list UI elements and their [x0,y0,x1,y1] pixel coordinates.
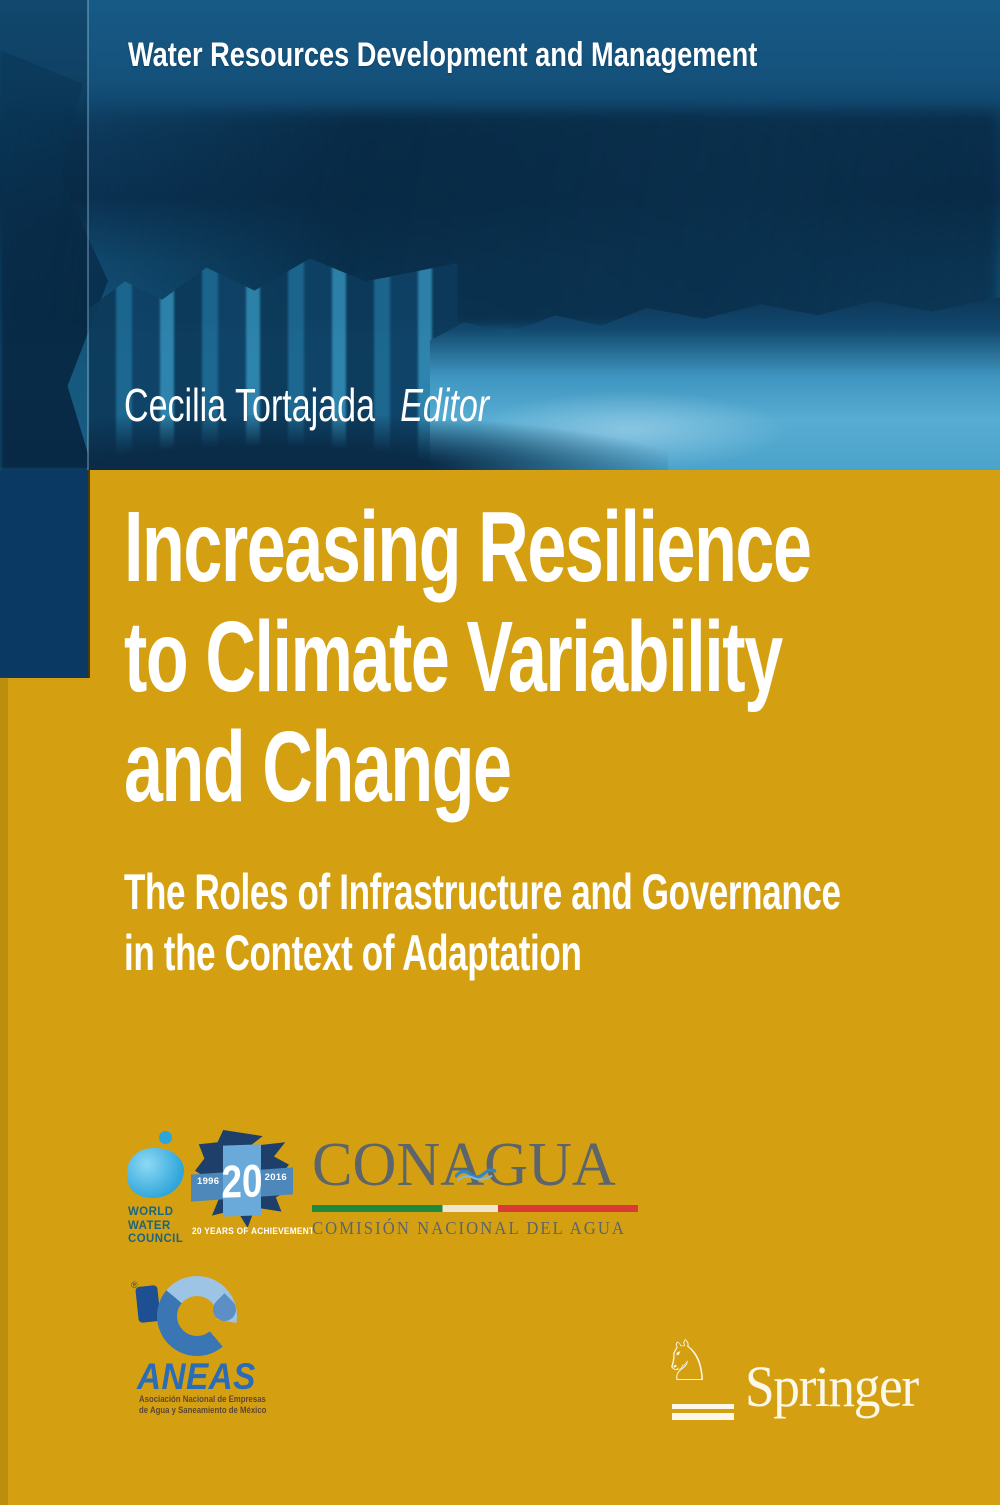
conagua-wordmark: CONAGUA [312,1134,631,1196]
book-title-line-1: Increasing Resilience [124,491,812,603]
aneas-swirl-hole [177,1296,217,1336]
conagua-tagline: COMISIÓN NACIONAL DEL AGUA [312,1218,627,1238]
conagua-word-a: A [440,1131,485,1199]
book-subtitle-line-2: in the Context of Adaptation [124,925,582,981]
aneas-logo: ® ANEAS Asociación Nacional de Empresas … [125,1272,285,1422]
book-subtitle: The Roles of Infrastructure and Governan… [124,862,1000,984]
springer-wordmark: Springer [745,1354,919,1419]
aneas-tagline: Asociación Nacional de Empresas de Agua … [139,1394,266,1416]
conagua-word-right: GUA [484,1131,616,1199]
editor-line: Cecilia Tortajada Editor [124,378,489,432]
wave-icon [455,1168,497,1181]
cover-photo [0,0,1000,470]
badge-panel: 20 [221,1144,263,1217]
springer-bar-thin [672,1404,734,1409]
photo-foreground [88,415,668,470]
water-droplet-small-icon [159,1131,172,1144]
book-title-line-2: to Climate Variability [124,601,783,713]
springer-horse-icon: ♘ [662,1329,713,1394]
wwc-line-1: WORLD [128,1204,174,1218]
springer-logo: ♘ Springer [655,1330,935,1430]
badge-number: 20 [221,1153,263,1208]
badge-year-start: 1996 [197,1176,220,1187]
aneas-tagline-line-1: Asociación Nacional de Empresas [139,1394,266,1405]
badge-year-end: 2016 [264,1172,287,1183]
editor-name: Cecilia Tortajada [124,379,376,431]
anniversary-tagline: 20 YEARS OF ACHIEVEMENT [192,1226,315,1236]
registered-trademark-icon: ® [131,1280,138,1290]
mexican-tricolor-bar [312,1205,638,1212]
book-title: Increasing Resilience to Climate Variabi… [124,492,1000,822]
navy-accent-block [0,470,88,678]
world-water-council-label: WORLD WATER COUNCIL [128,1204,184,1246]
editor-role: Editor [400,379,490,431]
water-drop-icon [127,1148,184,1198]
conagua-word-left: CON [312,1131,441,1199]
wwc-line-3: COUNCIL [128,1231,184,1245]
wwc-line-2: WATER [128,1217,171,1232]
photo-sky [0,110,1000,330]
gold-edge-shade [0,677,8,1505]
spine-shade [0,0,88,470]
conagua-logo: CONAGUA COMISIÓN NACIONAL DEL AGUA [312,1134,638,1239]
book-title-line-3: and Change [124,711,512,823]
aneas-wordmark: ANEAS [137,1356,256,1397]
aneas-tagline-line-2: de Agua y Saneamiento de México [139,1405,267,1416]
series-title: Water Resources Development and Manageme… [128,36,758,74]
springer-bar-thick [672,1413,734,1420]
spine-seam [87,0,89,470]
anniversary-badge: 1996 2016 20 [191,1130,293,1232]
book-subtitle-line-1: The Roles of Infrastructure and Governan… [124,864,841,920]
world-water-council-logo: WORLD WATER COUNCIL [118,1124,208,1249]
